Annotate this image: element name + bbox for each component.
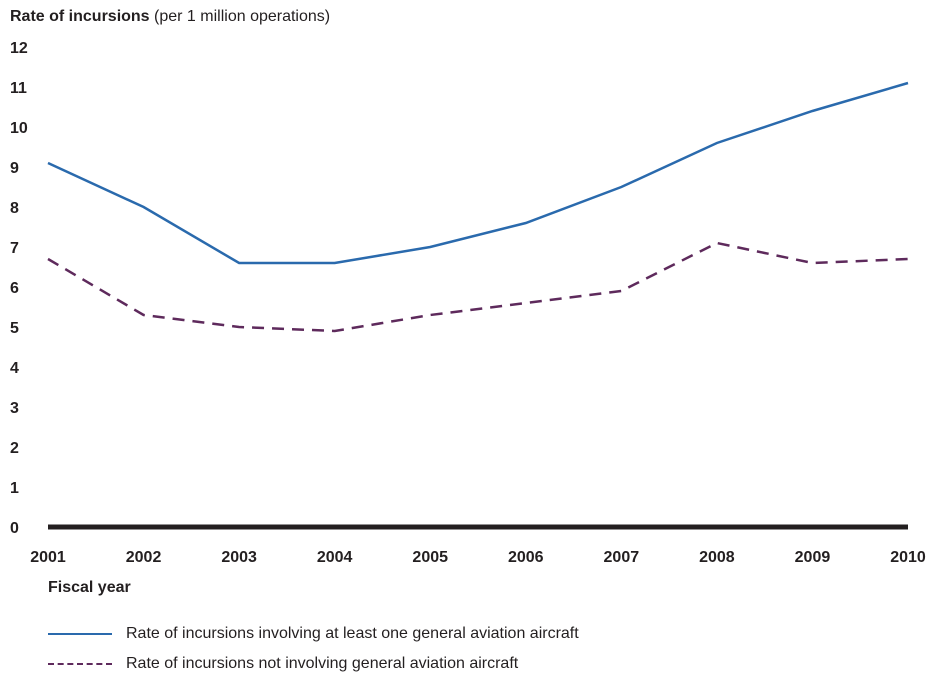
- legend: Rate of incursions involving at least on…: [48, 622, 579, 682]
- y-tick-label: 6: [10, 280, 19, 297]
- x-tick-label: 2002: [126, 549, 162, 566]
- y-tick-label: 11: [10, 80, 27, 97]
- legend-label-non-general-aviation: Rate of incursions not involving general…: [126, 655, 518, 673]
- y-tick-label: 2: [10, 440, 19, 457]
- y-tick-label: 10: [10, 120, 28, 137]
- y-tick-label: 12: [10, 40, 28, 57]
- x-tick-label: 2008: [699, 549, 735, 566]
- series-line-general-aviation: [48, 83, 908, 263]
- y-tick-label: 0: [10, 520, 19, 537]
- y-tick-label: 8: [10, 200, 19, 217]
- y-tick-label: 5: [10, 320, 19, 337]
- y-tick-label: 9: [10, 160, 19, 177]
- series-line-non-general-aviation: [48, 243, 908, 331]
- x-tick-label: 2007: [604, 549, 640, 566]
- x-tick-label: 2003: [221, 549, 257, 566]
- legend-solid-line-icon: [48, 633, 112, 635]
- x-tick-label: 2004: [317, 549, 353, 566]
- y-tick-label: 4: [10, 360, 19, 377]
- y-tick-label: 1: [10, 480, 19, 497]
- x-axis-label: Fiscal year: [48, 579, 131, 597]
- x-tick-label: 2006: [508, 549, 544, 566]
- legend-item-non-general-aviation: Rate of incursions not involving general…: [48, 652, 579, 676]
- legend-label-general-aviation: Rate of incursions involving at least on…: [126, 625, 579, 643]
- x-tick-label: 2009: [795, 549, 831, 566]
- legend-item-general-aviation: Rate of incursions involving at least on…: [48, 622, 579, 646]
- y-tick-label: 7: [10, 240, 19, 257]
- x-tick-label: 2010: [890, 549, 926, 566]
- x-tick-label: 2001: [30, 549, 66, 566]
- x-tick-label: 2005: [412, 549, 448, 566]
- y-tick-label: 3: [10, 400, 19, 417]
- legend-dashed-line-icon: [48, 663, 112, 665]
